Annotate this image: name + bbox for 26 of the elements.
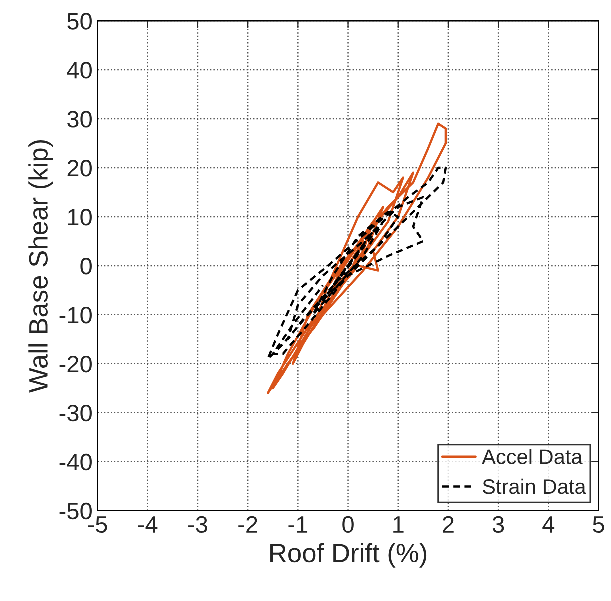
line-series [266,122,448,394]
y-tick-label: 50 [68,13,92,30]
x-axis-title: Roof Drift (%) [270,543,427,568]
line-series [266,166,448,360]
y-tick-label: 20 [68,160,92,177]
y-tick-label: 30 [68,111,92,128]
y-tick-label: -20 [60,356,92,373]
x-tick-label: 4 [542,516,555,533]
legend-label: Strain Data [483,478,586,494]
x-tick-label: 2 [443,516,454,533]
x-tick-label: -1 [288,516,308,533]
y-tick-label: -30 [60,404,92,422]
x-tick-label: 1 [394,516,404,533]
x-tick-label: -2 [238,516,258,533]
x-tick-label: 5 [593,516,604,534]
legend-label: Accel Data [482,449,583,464]
y-tick-label: 40 [67,62,92,79]
x-tick-label: 3 [492,516,504,534]
y-tick-label: -10 [60,306,92,324]
x-tick-label: -4 [138,516,158,533]
x-tick-label: -3 [188,516,208,534]
y-axis-title: Wall Base Shear (kip) [28,140,54,393]
y-tick-label: -40 [60,454,92,471]
x-tick-label: 0 [342,516,354,534]
y-tick-label: 10 [68,209,92,226]
y-tick-label: 0 [80,258,92,275]
